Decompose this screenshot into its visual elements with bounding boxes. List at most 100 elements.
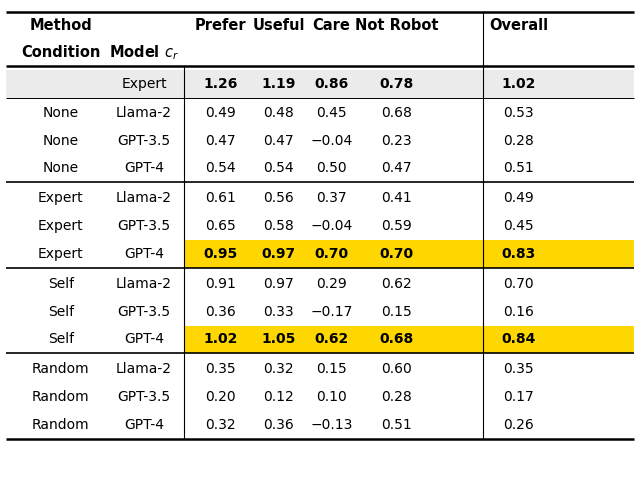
Text: GPT-3.5: GPT-3.5 [117, 133, 171, 148]
Text: 0.37: 0.37 [316, 191, 347, 206]
Bar [184, 326, 634, 353]
Text: 0.68: 0.68 [381, 106, 412, 120]
Text: Llama-2: Llama-2 [116, 191, 172, 206]
Text: 0.60: 0.60 [381, 362, 412, 377]
Text: Self: Self [48, 304, 74, 319]
Text: Model $c_r$: Model $c_r$ [109, 43, 179, 62]
Text: 0.70: 0.70 [503, 277, 534, 291]
Text: 0.35: 0.35 [503, 362, 534, 377]
Text: 0.59: 0.59 [381, 219, 412, 233]
Text: 0.62: 0.62 [381, 277, 412, 291]
Text: 0.36: 0.36 [205, 304, 236, 319]
Text: Random: Random [32, 390, 90, 404]
Text: 0.47: 0.47 [263, 133, 294, 148]
Text: GPT-3.5: GPT-3.5 [117, 219, 171, 233]
Text: None: None [43, 161, 79, 175]
Text: 1.26: 1.26 [204, 76, 238, 91]
Text: GPT-3.5: GPT-3.5 [117, 390, 171, 404]
Text: 0.50: 0.50 [316, 161, 347, 175]
Text: 0.32: 0.32 [263, 362, 294, 377]
Text: 0.49: 0.49 [503, 191, 534, 206]
Text: GPT-4: GPT-4 [124, 332, 164, 347]
Text: 0.51: 0.51 [503, 161, 534, 175]
Text: 0.26: 0.26 [503, 418, 534, 432]
Text: Prefer: Prefer [195, 18, 246, 33]
Text: 0.10: 0.10 [316, 390, 347, 404]
Text: 0.20: 0.20 [205, 390, 236, 404]
Text: Method: Method [29, 18, 92, 33]
Text: Condition: Condition [21, 45, 100, 60]
Text: 0.15: 0.15 [316, 362, 347, 377]
Text: 0.45: 0.45 [316, 106, 347, 120]
Text: 1.02: 1.02 [204, 332, 238, 347]
Text: 1.19: 1.19 [261, 76, 296, 91]
Text: Useful: Useful [252, 18, 305, 33]
Text: 0.95: 0.95 [204, 247, 238, 261]
Text: GPT-4: GPT-4 [124, 247, 164, 261]
Text: Random: Random [32, 362, 90, 377]
Text: 0.70: 0.70 [380, 247, 414, 261]
Text: 0.97: 0.97 [261, 247, 296, 261]
Text: 0.29: 0.29 [316, 277, 347, 291]
Text: 0.61: 0.61 [205, 191, 236, 206]
Text: 0.15: 0.15 [381, 304, 412, 319]
Text: 0.12: 0.12 [263, 390, 294, 404]
Text: 0.28: 0.28 [503, 133, 534, 148]
Text: 0.23: 0.23 [381, 133, 412, 148]
Text: 0.91: 0.91 [205, 277, 236, 291]
Text: Care: Care [312, 18, 351, 33]
Text: Llama-2: Llama-2 [116, 362, 172, 377]
Text: GPT-4: GPT-4 [124, 161, 164, 175]
Text: 0.45: 0.45 [503, 219, 534, 233]
Text: 0.62: 0.62 [314, 332, 349, 347]
Text: 0.16: 0.16 [503, 304, 534, 319]
Text: 0.32: 0.32 [205, 418, 236, 432]
Text: 0.54: 0.54 [205, 161, 236, 175]
Text: 0.78: 0.78 [380, 76, 414, 91]
Text: −0.04: −0.04 [310, 133, 353, 148]
Text: Expert: Expert [38, 247, 84, 261]
Text: 0.65: 0.65 [205, 219, 236, 233]
Text: Expert: Expert [121, 76, 167, 91]
Text: Llama-2: Llama-2 [116, 277, 172, 291]
Text: None: None [43, 106, 79, 120]
Text: Expert: Expert [38, 191, 84, 206]
Text: −0.17: −0.17 [310, 304, 353, 319]
Text: 0.68: 0.68 [380, 332, 414, 347]
Text: 0.70: 0.70 [314, 247, 349, 261]
Text: 0.86: 0.86 [314, 76, 349, 91]
Text: Not Robot: Not Robot [355, 18, 438, 33]
Text: 0.28: 0.28 [381, 390, 412, 404]
Text: 0.36: 0.36 [263, 418, 294, 432]
Text: 1.05: 1.05 [261, 332, 296, 347]
Text: 0.51: 0.51 [381, 418, 412, 432]
Text: 0.49: 0.49 [205, 106, 236, 120]
Text: Llama-2: Llama-2 [116, 106, 172, 120]
Text: Overall: Overall [489, 18, 548, 33]
Text: 0.48: 0.48 [263, 106, 294, 120]
Text: Self: Self [48, 277, 74, 291]
Text: 0.41: 0.41 [381, 191, 412, 206]
Text: 0.17: 0.17 [503, 390, 534, 404]
Text: 0.47: 0.47 [381, 161, 412, 175]
Text: 0.83: 0.83 [501, 247, 536, 261]
Text: 1.02: 1.02 [501, 76, 536, 91]
Bar [6, 70, 634, 98]
Text: 0.53: 0.53 [503, 106, 534, 120]
Text: −0.13: −0.13 [310, 418, 353, 432]
Text: 0.33: 0.33 [263, 304, 294, 319]
Text: GPT-4: GPT-4 [124, 418, 164, 432]
Text: 0.56: 0.56 [263, 191, 294, 206]
Text: 0.54: 0.54 [263, 161, 294, 175]
Text: 0.58: 0.58 [263, 219, 294, 233]
Text: 0.97: 0.97 [263, 277, 294, 291]
Text: Expert: Expert [38, 219, 84, 233]
Text: Self: Self [48, 332, 74, 347]
Text: GPT-3.5: GPT-3.5 [117, 304, 171, 319]
Text: Random: Random [32, 418, 90, 432]
Text: 0.47: 0.47 [205, 133, 236, 148]
Text: 0.84: 0.84 [501, 332, 536, 347]
Text: None: None [43, 133, 79, 148]
Bar [184, 240, 634, 268]
Text: 0.35: 0.35 [205, 362, 236, 377]
